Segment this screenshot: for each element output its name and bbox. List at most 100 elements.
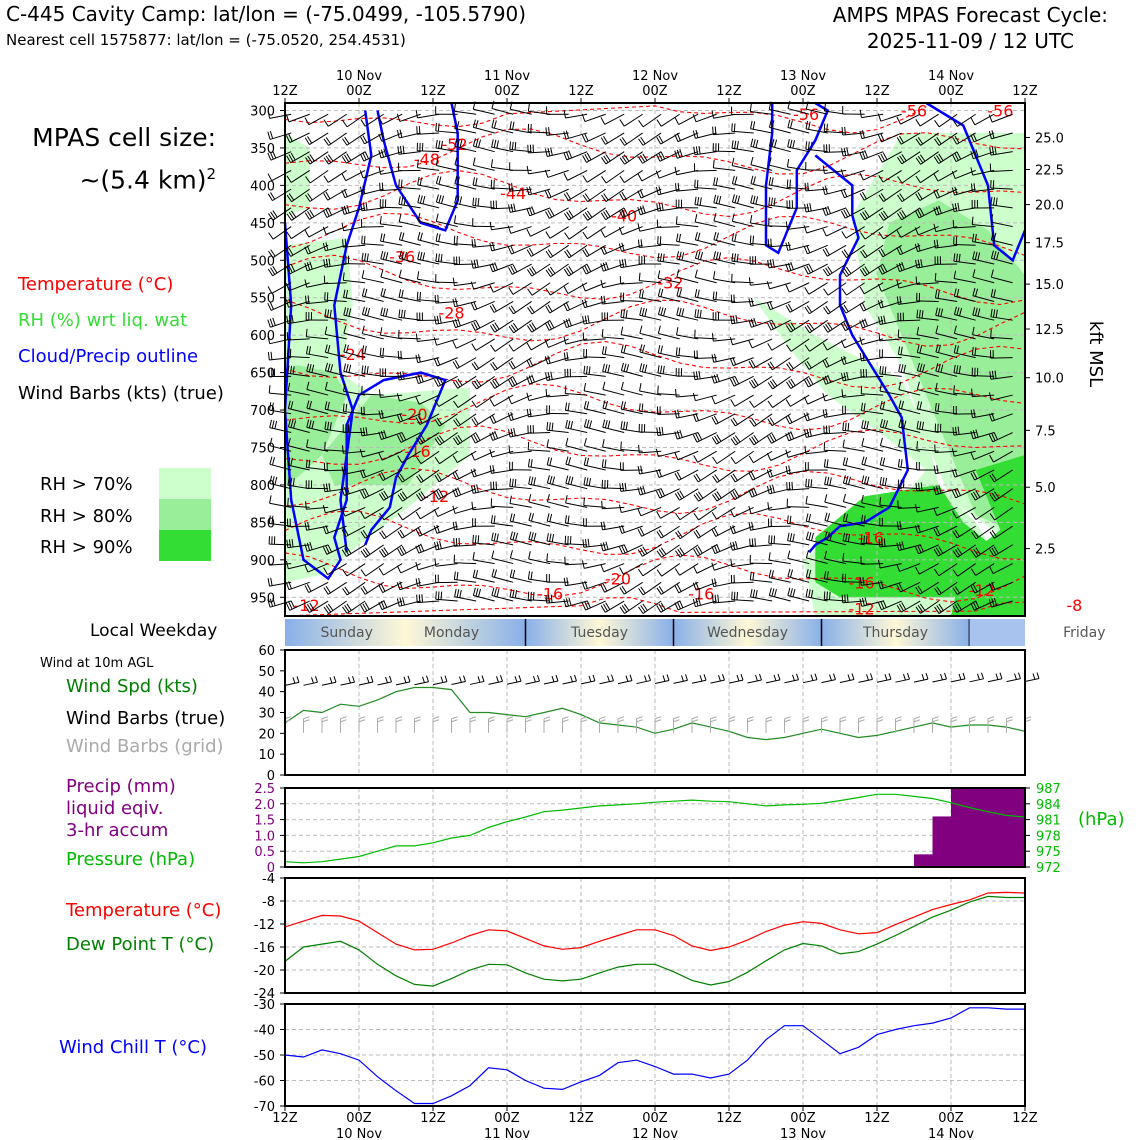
wind-barb	[565, 132, 588, 140]
wind-barb	[824, 466, 847, 471]
pressure-ytick-label: 987	[1036, 782, 1061, 797]
wind-barb	[346, 600, 366, 614]
wind-barb-feather	[548, 422, 551, 431]
wind-barb	[805, 450, 828, 455]
wind-barb-feather	[712, 271, 716, 280]
wind-10m-note: Wind at 10m AGL	[40, 656, 154, 671]
wind-barb-feather	[787, 550, 791, 559]
wind-barb-feather	[364, 253, 367, 262]
wind-barb-feather	[674, 410, 678, 419]
wind-barb-feather	[380, 472, 386, 480]
wind-barb-feather	[581, 113, 586, 122]
wind-barb-feather	[640, 586, 646, 594]
wind-barb	[639, 297, 662, 302]
wind-barb-feather	[343, 307, 347, 316]
wind-barb	[732, 220, 754, 228]
wind-barb-feather	[380, 132, 385, 141]
wind-barb-feather	[952, 530, 958, 539]
wind-barb	[269, 409, 292, 415]
wind-barb-feather	[546, 456, 550, 465]
wind-barb-feather	[549, 266, 556, 274]
wind-barb-feather	[343, 344, 347, 353]
wind-barb-feather	[937, 290, 940, 299]
wind-barb-feather	[697, 432, 703, 441]
wind-barb-feather	[492, 323, 498, 332]
wind-barb-feather	[491, 242, 495, 251]
wind-barb-feather	[695, 433, 700, 442]
wind-barb	[771, 413, 791, 427]
wind-barb-feather	[623, 345, 627, 354]
wind-barb-feather	[755, 139, 759, 148]
wind-barb	[380, 240, 403, 246]
wind-barb-feather	[951, 490, 957, 499]
windchill-panel-ytick-label: -60	[254, 1075, 275, 1090]
wind-barb	[697, 469, 717, 483]
wind-barb	[399, 257, 421, 265]
wind-barb-feather	[956, 307, 960, 316]
wind-barb	[531, 263, 551, 277]
wind-barb-feather	[619, 483, 622, 492]
bottom-hour-label: 12Z	[420, 1111, 446, 1126]
wind-barb-feather	[379, 550, 385, 558]
wind-barb-feather	[807, 479, 810, 488]
wind-barb-feather	[568, 318, 572, 326]
wind-barb-feather	[956, 547, 963, 555]
wind-barb-feather	[773, 588, 777, 597]
wind-barb-feather	[547, 249, 554, 257]
wind-barb-feather	[308, 459, 311, 468]
wind-barb-grid-feather	[858, 716, 865, 720]
wind-barb-feather	[568, 266, 574, 274]
wind-barb-feather	[544, 339, 549, 348]
wind-barb-feather	[785, 449, 789, 458]
wind-barb-true-feather	[370, 675, 374, 683]
pressure-tick-label: 600	[250, 329, 275, 344]
wind-barb-feather	[305, 459, 308, 468]
wind-barb-feather	[602, 245, 607, 254]
wind-barb-feather	[455, 436, 461, 444]
wind-barb	[398, 186, 421, 190]
wind-barb-feather	[604, 346, 607, 355]
wind-barb-feather	[823, 307, 829, 315]
wind-barb-feather	[547, 321, 552, 330]
wind-barb-feather	[582, 194, 588, 202]
wind-barb-feather	[437, 294, 439, 303]
wind-barb-feather	[842, 439, 845, 448]
wind-barb-feather	[788, 361, 794, 370]
rh70-region	[285, 133, 310, 216]
wind-barb	[844, 188, 865, 199]
kft-tick-label: 2.5	[1035, 543, 1056, 558]
wind-barb	[734, 394, 754, 407]
wind-barb-feather	[660, 488, 666, 497]
top-date-label: 10 Nov	[336, 69, 382, 84]
wind-barb-feather	[975, 547, 981, 555]
wind-barb-feather	[403, 197, 406, 206]
wind-barb-grid-feather	[747, 716, 754, 720]
wind-barb-feather	[694, 196, 697, 205]
wind-barb	[880, 113, 902, 122]
wind-barb-feather	[583, 418, 587, 427]
wind-barb	[880, 426, 902, 434]
wind-barb	[364, 113, 384, 127]
wind-barb	[657, 413, 680, 415]
wind-barb-feather	[455, 418, 461, 426]
wind-barb-feather	[916, 400, 920, 409]
wind-barb	[623, 563, 643, 575]
wind-barb-feather	[787, 415, 793, 423]
wind-barb-true-feather	[851, 673, 855, 680]
wind-barb-grid-feather	[673, 719, 680, 723]
wind-barb-feather	[804, 182, 807, 191]
wind-barb	[824, 413, 847, 418]
wind-barb	[585, 600, 606, 611]
wind-barb	[916, 263, 939, 269]
wind-barb	[565, 357, 588, 361]
temperature-panel-ytick-label: -20	[254, 964, 275, 979]
wind-barb-feather	[878, 231, 884, 240]
wind-barb-feather	[898, 583, 904, 592]
wind-barb-feather	[840, 356, 845, 365]
wind-barb	[566, 151, 588, 161]
wind-barb-feather	[438, 435, 445, 443]
wind-barb-feather	[697, 309, 700, 318]
wind-barb	[288, 563, 310, 570]
legend-rh90-swatch	[159, 530, 211, 561]
wind-barb-feather	[509, 569, 513, 578]
